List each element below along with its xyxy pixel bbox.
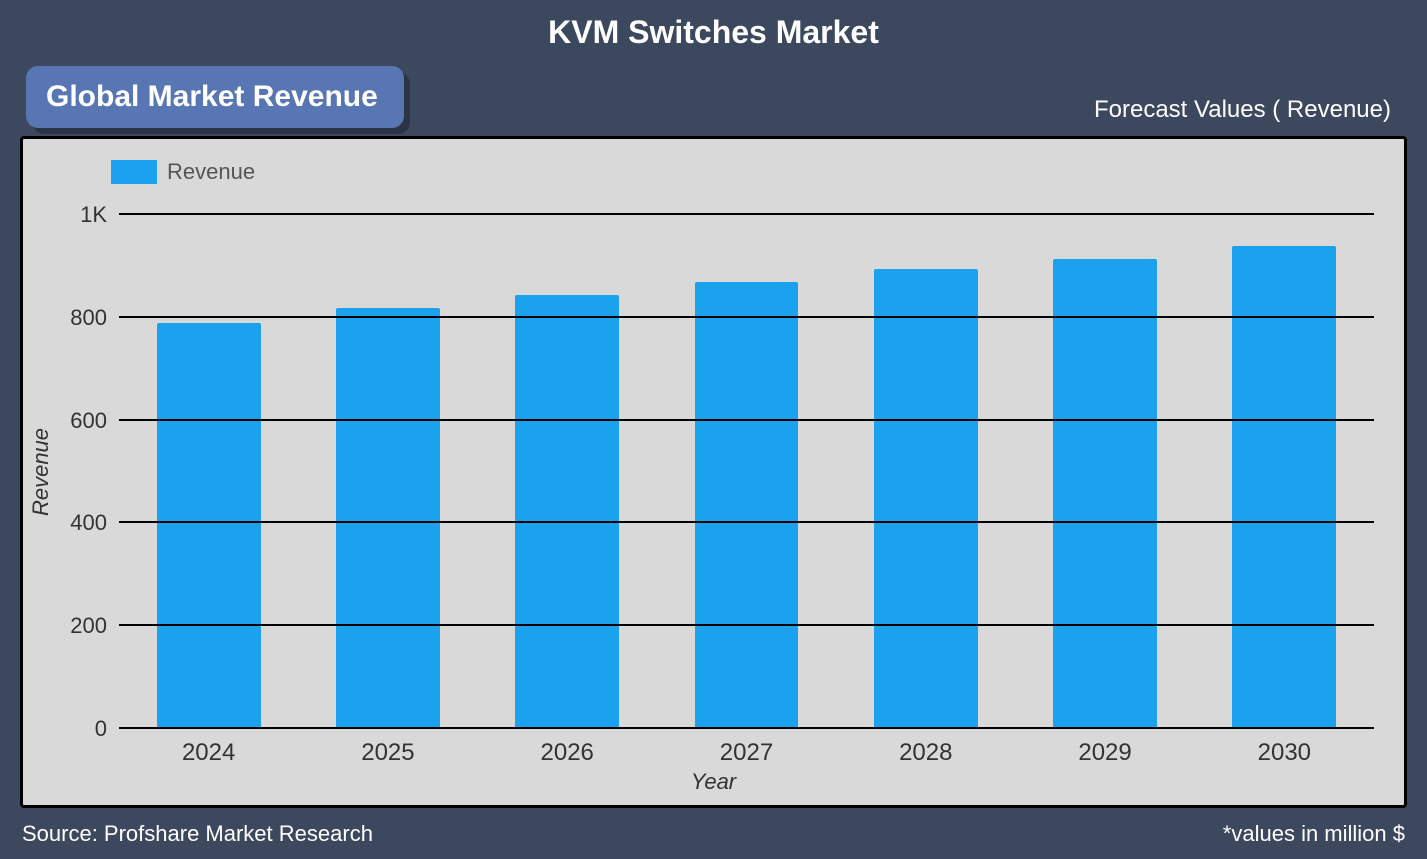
bar-slot: 2030: [1195, 215, 1374, 729]
bar-slot: 2026: [478, 215, 657, 729]
x-tick-label: 2029: [1078, 739, 1131, 767]
x-tick-label: 2024: [182, 739, 235, 767]
bar: [695, 282, 799, 729]
plot-area: 2024202520262027202820292030 02004006008…: [119, 215, 1374, 729]
bar: [874, 269, 978, 729]
gridline: [119, 419, 1374, 421]
footer-note: *values in million $: [1223, 821, 1405, 847]
gridline: [119, 727, 1374, 729]
y-tick-label: 400: [70, 510, 119, 536]
bar: [1232, 246, 1336, 729]
bar-slot: 2025: [298, 215, 477, 729]
x-tick-label: 2028: [899, 739, 952, 767]
bar: [515, 295, 619, 729]
bar-slot: 2027: [657, 215, 836, 729]
legend: Revenue: [111, 159, 255, 185]
bar-slot: 2029: [1015, 215, 1194, 729]
footer-source: Source: Profshare Market Research: [22, 821, 373, 847]
gridline: [119, 213, 1374, 215]
x-tick-label: 2026: [541, 739, 594, 767]
x-tick-label: 2025: [361, 739, 414, 767]
revenue-badge: Global Market Revenue: [26, 66, 404, 128]
y-tick-label: 200: [70, 613, 119, 639]
bar-slot: 2028: [836, 215, 1015, 729]
chart-container: Revenue Revenue Year 2024202520262027202…: [20, 136, 1407, 808]
page-title: KVM Switches Market: [14, 14, 1413, 51]
bar: [1053, 259, 1157, 729]
gridline: [119, 521, 1374, 523]
bars-row: 2024202520262027202820292030: [119, 215, 1374, 729]
gridline: [119, 624, 1374, 626]
chart-canvas: KVM Switches Market Global Market Revenu…: [0, 0, 1427, 859]
bar: [336, 308, 440, 729]
bar: [157, 323, 261, 729]
x-tick-label: 2027: [720, 739, 773, 767]
x-tick-label: 2030: [1258, 739, 1311, 767]
y-tick-label: 600: [70, 408, 119, 434]
bar-slot: 2024: [119, 215, 298, 729]
legend-label: Revenue: [167, 159, 255, 185]
y-tick-label: 800: [70, 305, 119, 331]
y-tick-label: 1K: [80, 202, 119, 228]
forecast-label: Forecast Values ( Revenue): [1094, 96, 1391, 124]
x-axis-label: Year: [691, 769, 736, 795]
y-tick-label: 0: [95, 716, 119, 742]
y-axis-label: Revenue: [28, 428, 54, 516]
gridline: [119, 316, 1374, 318]
legend-swatch: [111, 160, 157, 184]
